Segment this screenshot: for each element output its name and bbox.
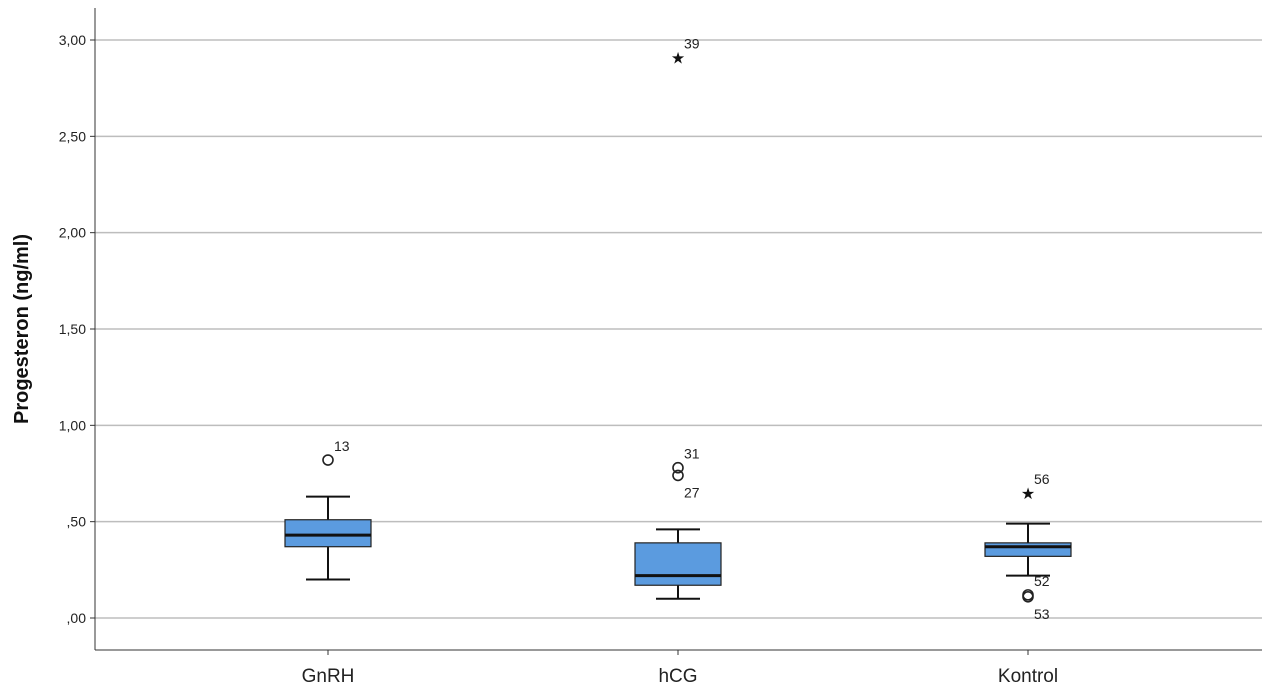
outlier-label: 53 — [1034, 606, 1050, 622]
y-tick-label: 1,50 — [59, 321, 86, 337]
outlier-label: 39 — [684, 35, 700, 51]
y-tick-label: 3,00 — [59, 32, 86, 48]
x-tick-label-kontrol: Kontrol — [998, 666, 1058, 687]
outlier-circle-marker — [1022, 591, 1034, 603]
y-tick-label: 2,00 — [59, 225, 86, 241]
y-tick-labels: ,00 ,50 1,00 1,50 2,00 2,50 3,00 — [59, 32, 86, 626]
outlier-circle-marker — [672, 461, 684, 474]
outlier-star-marker: ★ — [671, 48, 685, 67]
gridlines — [90, 39, 1262, 619]
outlier-label: 13 — [334, 438, 350, 454]
y-axis-title: Progesteron (ng/ml) — [11, 234, 33, 424]
x-tick-label-hcg: hCG — [658, 666, 697, 687]
box-group-gnrh: 13 — [284, 438, 372, 581]
y-tick-label: ,00 — [67, 610, 87, 626]
box-group-hcg: ★39 31 27 — [634, 35, 722, 600]
outlier-circle-marker — [322, 454, 334, 466]
box-group-kontrol: ★56 52 53 — [984, 471, 1072, 622]
y-tick-label: 1,00 — [59, 417, 86, 433]
x-tick-label-gnrh: GnRH — [302, 666, 355, 687]
outlier-label: 56 — [1034, 471, 1050, 487]
y-tick-label: 2,50 — [59, 128, 86, 144]
outlier-label: 27 — [684, 484, 700, 500]
y-tick-label: ,50 — [67, 514, 87, 530]
iqr-box — [634, 542, 722, 586]
x-tick-labels: GnRH hCG Kontrol — [302, 650, 1058, 687]
outlier-circle-marker — [672, 469, 684, 482]
outlier-label: 52 — [1034, 573, 1050, 589]
iqr-box — [284, 519, 372, 548]
iqr-box — [984, 542, 1072, 557]
outlier-label: 31 — [684, 446, 700, 462]
outlier-star-marker: ★ — [1021, 484, 1035, 503]
